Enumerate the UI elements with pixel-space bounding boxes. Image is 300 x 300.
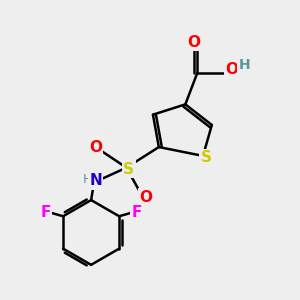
Text: O: O — [139, 190, 152, 205]
Text: F: F — [40, 205, 51, 220]
Text: S: S — [123, 162, 134, 177]
Text: F: F — [132, 205, 142, 220]
Text: O: O — [89, 140, 102, 154]
Text: H: H — [83, 173, 92, 186]
Text: O: O — [225, 61, 238, 76]
Text: N: N — [89, 173, 102, 188]
Text: S: S — [200, 150, 211, 165]
Text: O: O — [187, 35, 200, 50]
Text: H: H — [238, 58, 250, 72]
